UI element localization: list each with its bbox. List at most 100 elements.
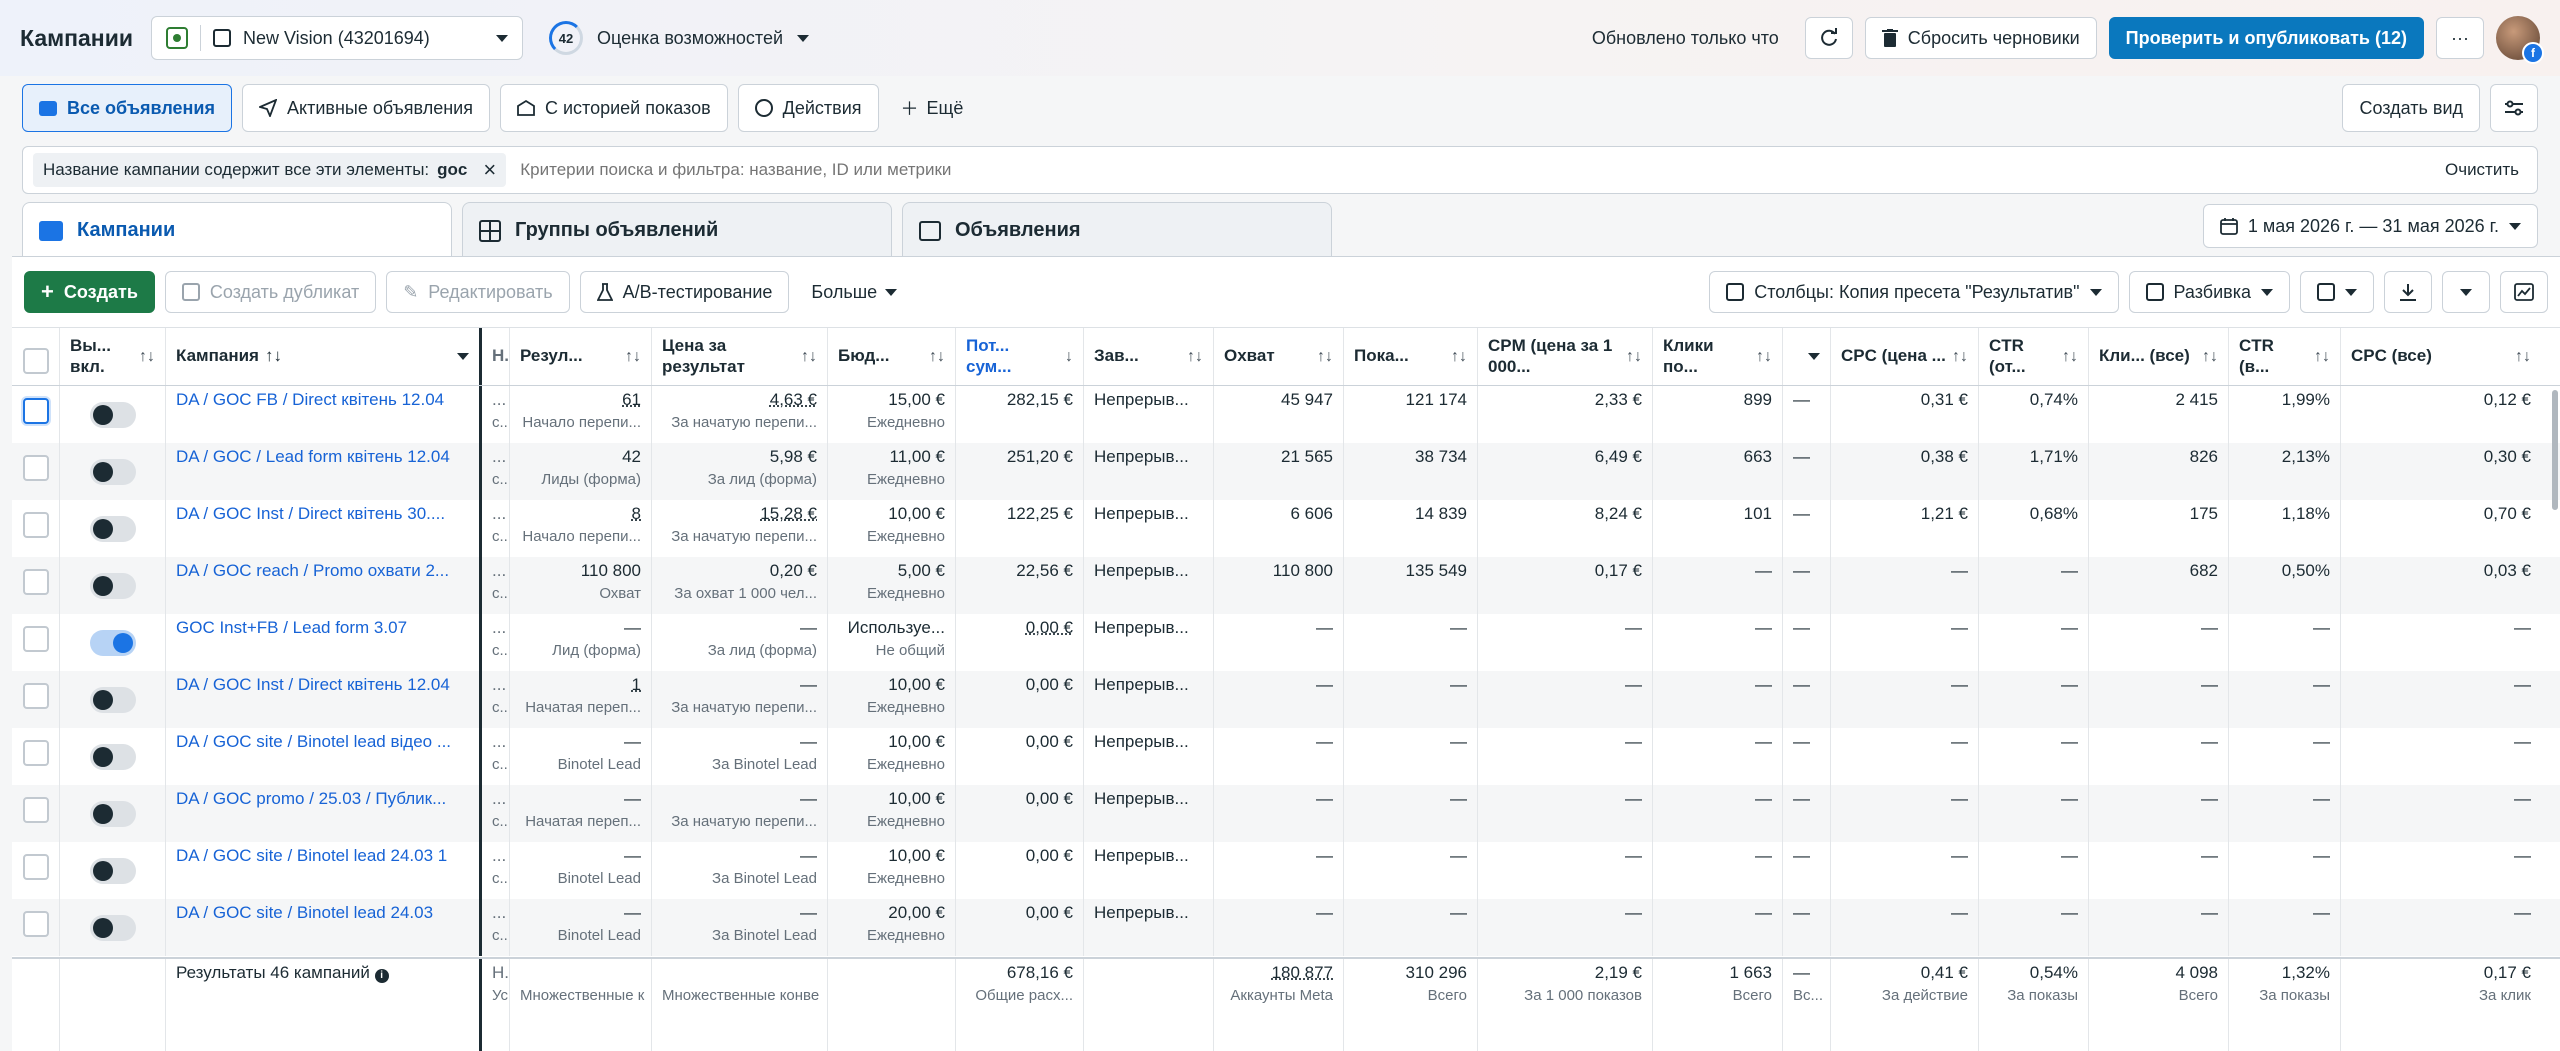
col-header-ctr[interactable]: CTR (от... ↑↓ (1979, 328, 2089, 385)
tab-all-ads[interactable]: Все объявления (22, 84, 232, 132)
export-button[interactable] (2384, 271, 2432, 313)
row-checkbox[interactable] (22, 455, 49, 481)
avatar[interactable] (2496, 16, 2544, 64)
breakdown-dropdown[interactable]: Разбивка (2128, 271, 2290, 313)
campaign-name-link[interactable]: DA / GOC Inst / Direct квітень 12.04 (176, 675, 450, 694)
row-checkbox[interactable] (22, 911, 49, 937)
col-header-toggle[interactable]: Вы... вкл. ↑↓ (60, 328, 166, 385)
col-header-hidden[interactable]: Н... (482, 328, 510, 385)
col-header-cpc-all[interactable]: CPC (все) ↑↓ (2351, 346, 2531, 366)
campaign-name-link[interactable]: DA / GOC FB / Direct квітень 12.04 (176, 390, 445, 409)
campaign-toggle[interactable] (89, 459, 136, 485)
more-options-button[interactable]: ··· (2436, 17, 2484, 59)
row-checkbox[interactable] (22, 683, 49, 709)
tab-ads[interactable]: Объявления (902, 202, 1332, 258)
col-header-ctr-all[interactable]: CTR (в... ↑↓ (2229, 328, 2341, 385)
col-header-clicks[interactable]: Клики по... ↑↓ (1653, 328, 1783, 385)
chevron-down-icon (2345, 288, 2357, 296)
create-view-button[interactable]: Создать вид (2342, 84, 2480, 132)
col-header-cost-per-result[interactable]: Цена за результат ↑↓ (652, 328, 828, 385)
campaign-toggle[interactable] (89, 402, 136, 428)
date-range-picker[interactable]: 1 мая 2026 г. — 31 мая 2026 г. (2202, 204, 2538, 248)
table-row[interactable]: DA / GOC Inst / Direct квітень 30.......… (12, 500, 2560, 557)
campaign-name-link[interactable]: DA / GOC promo / 25.03 / Публик... (176, 789, 447, 808)
account-selector[interactable]: New Vision (43201694) (150, 16, 523, 60)
row-checkbox[interactable] (22, 797, 49, 823)
campaign-toggle[interactable] (89, 858, 136, 884)
row-checkbox[interactable] (22, 854, 49, 880)
page-title: Кампании (20, 24, 133, 51)
table-row[interactable]: DA / GOC FB / Direct квітень 12.04... с..… (12, 386, 2560, 443)
table-row[interactable]: DA / GOC promo / 25.03 / Публик...... с..… (12, 785, 2560, 842)
filter-chip[interactable]: Название кампании содержит все эти элеме… (33, 153, 507, 187)
col-header-campaign[interactable]: Кампания ↑↓ (166, 328, 482, 385)
campaign-name-link[interactable]: DA / GOC site / Binotel lead 24.03 (176, 903, 434, 922)
campaign-name-link[interactable]: DA / GOC reach / Promo охвати 2... (176, 561, 450, 580)
sort-icon: ↑↓ (2515, 347, 2531, 365)
table-row[interactable]: DA / GOC site / Binotel lead відео .....… (12, 728, 2560, 785)
campaign-name-link[interactable]: GOC Inst+FB / Lead form 3.07 (176, 618, 408, 637)
duplicate-button[interactable]: Создать дубликат (164, 271, 377, 313)
col-header-schedule[interactable]: Зав... ↑↓ (1084, 328, 1214, 385)
table-row[interactable]: DA / GOC site / Binotel lead 24.03... с..… (12, 899, 2560, 956)
review-publish-button[interactable]: Проверить и опубликовать (12) (2108, 17, 2424, 59)
row-checkbox[interactable] (22, 569, 49, 595)
ab-test-button[interactable]: A/B-тестирование (579, 271, 790, 313)
col-header-cpc[interactable]: CPC (цена ... ↑↓ (1831, 328, 1979, 385)
col-header-results[interactable]: Резул... ↑↓ (510, 328, 652, 385)
reset-drafts-button[interactable]: Сбросить черновики (1864, 17, 2097, 59)
vertical-scrollbar[interactable] (2552, 390, 2558, 510)
tab-campaigns[interactable]: Кампании (22, 202, 452, 258)
campaign-toggle[interactable] (89, 915, 136, 941)
sort-icon: ↑↓ (1317, 347, 1333, 365)
tab-active-ads[interactable]: Активные объявления (242, 84, 490, 132)
clear-filters-link[interactable]: Очистить (2444, 160, 2519, 179)
tab-actions[interactable]: Действия (737, 84, 879, 132)
reports-dropdown[interactable] (2300, 271, 2374, 313)
col-header-impressions[interactable]: Пока... ↑↓ (1344, 328, 1478, 385)
campaign-toggle[interactable] (89, 744, 136, 770)
columns-dropdown[interactable]: Столбцы: Копия пресета "Результатив" (1709, 271, 2119, 313)
table-row[interactable]: GOC Inst+FB / Lead form 3.07...с...—Лид … (12, 614, 2560, 671)
col-header-amount-spent[interactable]: Пот... сум... ↓ (956, 328, 1084, 385)
chart-toggle-button[interactable] (2500, 271, 2548, 313)
tab-ad-sets[interactable]: Группы объявлений (462, 202, 892, 258)
campaign-name-link[interactable]: DA / GOC / Lead form квітень 12.04 (176, 447, 450, 466)
col-header-cpm[interactable]: CPM (цена за 1 000... ↑↓ (1478, 328, 1653, 385)
campaign-toggle[interactable] (89, 516, 136, 542)
col-header-unnamed[interactable] (1783, 328, 1831, 385)
campaign-name-link[interactable]: DA / GOC site / Binotel lead 24.03 1 (176, 846, 448, 865)
row-checkbox[interactable] (22, 512, 49, 538)
table-row[interactable]: DA / GOC site / Binotel lead 24.03 1... с… (12, 842, 2560, 899)
row-checkbox[interactable] (22, 740, 49, 766)
campaign-toggle[interactable] (89, 801, 136, 827)
search-input[interactable] (520, 160, 2431, 180)
opportunity-score[interactable]: 42 Оценка возможностей (548, 21, 810, 55)
export-options-button[interactable] (2442, 271, 2490, 313)
col-header-reach[interactable]: Охват ↑↓ (1214, 328, 1344, 385)
select-all-checkbox[interactable] (22, 347, 49, 374)
table-row[interactable]: DA / GOC reach / Promo охвати 2...... с..… (12, 557, 2560, 614)
campaign-toggle[interactable] (89, 687, 136, 713)
more-actions-dropdown[interactable]: Больше (811, 282, 898, 303)
table-row[interactable]: DA / GOC / Lead form квітень 12.04... с..… (12, 443, 2560, 500)
campaign-toggle[interactable] (89, 573, 136, 599)
col-header-budget[interactable]: Бюд... ↑↓ (828, 328, 956, 385)
refresh-button[interactable] (1804, 17, 1853, 59)
campaign-toggle[interactable] (89, 630, 136, 656)
row-checkbox[interactable] (22, 398, 49, 424)
view-settings-button[interactable] (2490, 84, 2538, 132)
row-checkbox[interactable] (22, 626, 49, 652)
sort-icon: ↑↓ (1756, 347, 1772, 365)
campaign-name-link[interactable]: DA / GOC site / Binotel lead відео ... (176, 732, 452, 751)
create-button[interactable]: + Создать (24, 271, 155, 313)
close-icon[interactable]: × (483, 157, 497, 182)
info-icon[interactable]: i (374, 969, 389, 983)
more-views-link[interactable]: ＋ Ещё (901, 95, 964, 121)
campaign-name-link[interactable]: DA / GOC Inst / Direct квітень 30.... (176, 504, 446, 523)
edit-button[interactable]: ✎ Редактировать (386, 271, 570, 313)
filter-bar[interactable]: Название кампании содержит все эти элеме… (22, 146, 2538, 194)
col-header-clicks-all[interactable]: Кли... (все) ↑↓ (2089, 328, 2229, 385)
table-row[interactable]: DA / GOC Inst / Direct квітень 12.04... с… (12, 671, 2560, 728)
tab-with-impressions[interactable]: С историей показов (499, 84, 728, 132)
